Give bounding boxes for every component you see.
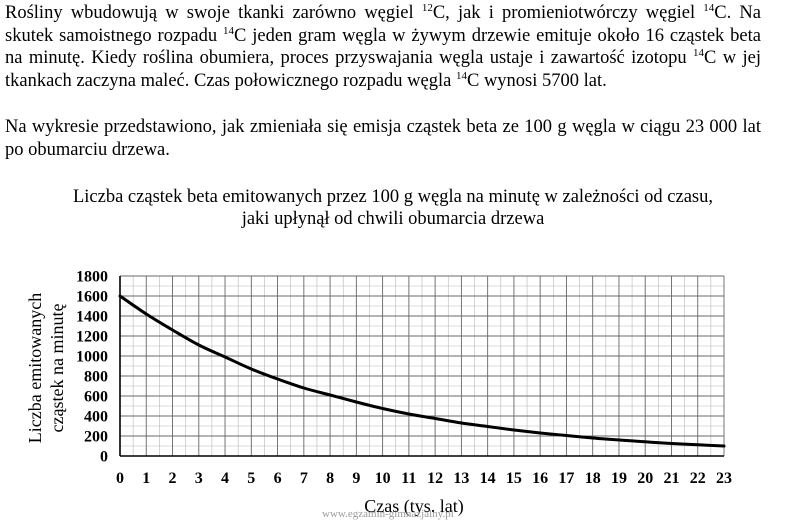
chart-title-line-1: Liczba cząstek beta emitowanych przez 10… [72,187,714,207]
intro-text-1: Rośliny wbudowują w swoje tkanki zarówno… [5,3,422,23]
y-tick-label: 400 [84,409,108,426]
y-axis-label-line-2: cząstek na minutę [47,304,67,433]
x-tick-label: 10 [375,470,391,487]
y-tick-label: 0 [100,449,108,466]
decay-curve-line [118,294,726,448]
x-tick-label: 12 [427,470,443,487]
x-tick-label: 13 [453,470,469,487]
isotope-superscript-12: 12 [421,2,433,14]
y-tick-label: 800 [84,369,108,386]
x-tick-label: 7 [300,470,308,487]
y-tick-label: 600 [84,389,108,406]
intro-text-4: C jeden gram węgla w żywym drzewie emitu… [5,25,761,69]
x-tick-label: 18 [585,470,601,487]
x-tick-label: 16 [532,470,548,487]
x-tick-label: 5 [247,470,255,487]
x-tick-label: 11 [401,470,416,487]
intro-text-5: C w jej tkankach zaczyna maleć. Czas poł… [5,48,761,91]
y-tick-label: 1000 [76,349,108,366]
x-tick-label: 21 [663,470,679,487]
x-tick-label: 15 [506,470,522,487]
x-tick-label: 6 [274,470,282,487]
isotope-superscript-14a: 14 [703,2,715,14]
isotope-superscript-14c: 14 [693,47,705,59]
y-tick-label: 1400 [76,309,108,326]
x-tick-label: 14 [480,470,496,487]
y-tick-label: 1800 [76,269,108,286]
x-tick-label: 0 [116,470,124,487]
intro-text-2: C, jak i promieniotwórczy węgiel [432,3,704,23]
x-tick-label: 8 [326,470,334,487]
x-tick-label: 1 [142,470,150,487]
x-tick-label: 4 [221,470,229,487]
x-tick-label: 22 [690,470,706,487]
chart-description-paragraph: Na wykresie przedstawiono, jak zmieniała… [5,117,761,160]
isotope-superscript-14b: 14 [223,24,235,37]
x-tick-label: 2 [169,470,177,487]
isotope-superscript-14d: 14 [455,69,467,82]
y-tick-label: 1200 [76,329,108,346]
y-tick-label: 200 [84,429,108,446]
chart-title-line-2: jaki upłynął od chwili obumarcia drzewa [241,209,545,229]
y-tick-label: 1600 [76,289,108,306]
watermark: www.egzamin-gimnazjalny.pl [322,508,454,520]
x-tick-label: 3 [195,470,203,487]
intro-text-6: C wynosi 5700 lat. [466,70,607,91]
x-axis-label: Czas (tys. lat) [364,496,463,517]
intro-paragraph: Rośliny wbudowują w swoje tkanki zarówno… [5,2,761,92]
x-tick-label: 20 [637,470,653,487]
x-tick-label: 17 [558,470,574,487]
y-axis-label-line-1: Liczba emitowanych [25,293,45,443]
x-tick-label: 19 [611,470,627,487]
x-tick-label: 9 [352,470,360,487]
intro-text-3: C. Na skutek samoistnego rozpadu [5,3,761,46]
x-tick-label: 23 [716,470,732,487]
